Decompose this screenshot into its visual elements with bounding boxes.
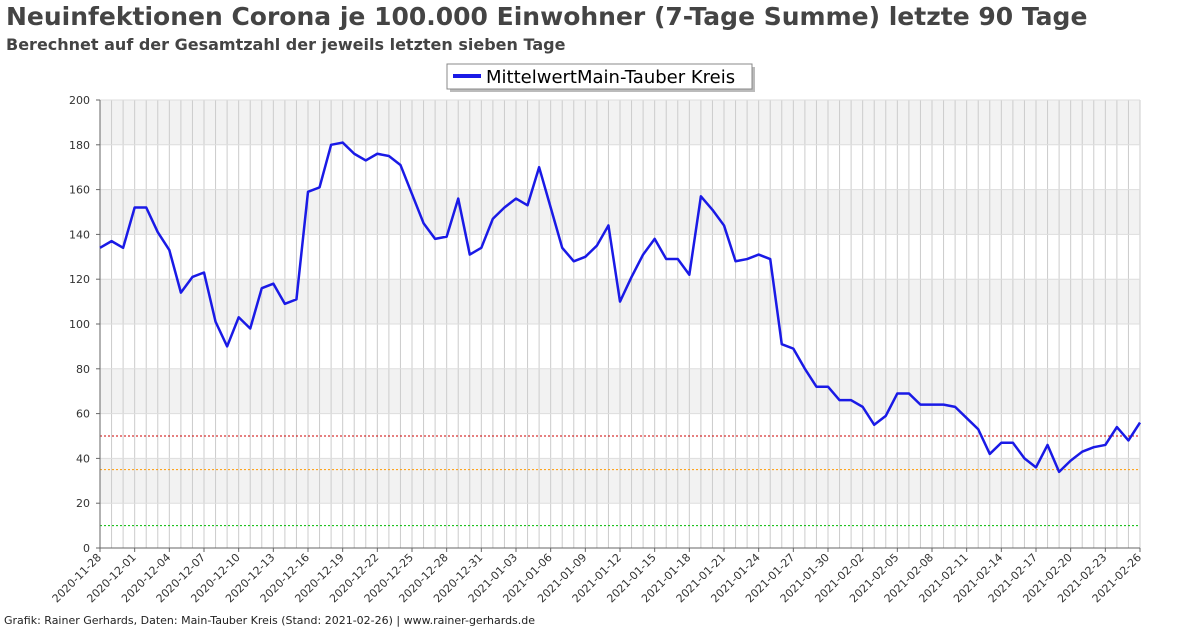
y-tick-label: 0	[83, 542, 90, 555]
chart-title: Neuinfektionen Corona je 100.000 Einwohn…	[6, 2, 1088, 31]
y-tick-label: 180	[69, 139, 90, 152]
footer-credit: Grafik: Rainer Gerhards, Daten: Main-Tau…	[4, 614, 536, 627]
series-line	[99, 141, 1142, 474]
threshold-lines	[100, 435, 1140, 527]
y-tick-label: 100	[69, 318, 90, 331]
series-lines	[99, 141, 1142, 474]
line-chart: 0 20 40 60 80 100 120 140 160 180 200 2020-11-2820…	[50, 63, 1144, 605]
y-tick-label: 120	[69, 273, 90, 286]
y-tick-label: 80	[76, 363, 90, 376]
y-tick-label: 40	[76, 452, 90, 465]
y-tick-label: 60	[76, 408, 90, 421]
y-tick-label: 200	[69, 94, 90, 107]
legend-label: MittelwertMain-Tauber Kreis	[486, 67, 735, 88]
y-tick-label: 160	[69, 184, 90, 197]
y-axis-ticks: 0 20 40 60 80 100 120 140 160 180 200	[69, 94, 100, 555]
chart-subtitle: Berechnet auf der Gesamtzahl der jeweils…	[6, 35, 566, 54]
x-axis-ticks: 2020-11-282020-12-012020-12-042020-12-07…	[50, 548, 1144, 605]
legend-box	[446, 63, 753, 90]
legend: MittelwertMain-Tauber Kreis	[446, 63, 755, 92]
y-tick-label: 20	[76, 497, 90, 510]
y-tick-label: 140	[69, 228, 90, 241]
